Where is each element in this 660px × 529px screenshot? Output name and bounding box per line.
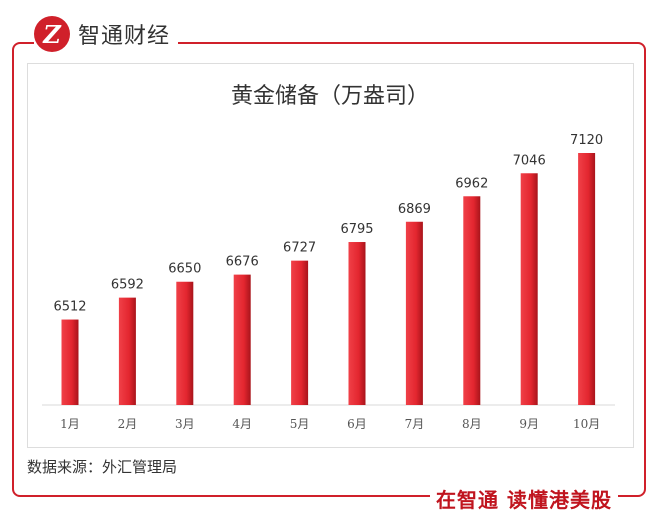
x-tick-label: 4月: [232, 417, 252, 431]
bar: [405, 221, 423, 405]
logo-mark: Z: [43, 19, 61, 49]
data-label: 6512: [53, 300, 86, 315]
data-label: 6592: [111, 278, 144, 293]
data-label: 6676: [226, 255, 259, 270]
x-tick-label: 7月: [405, 417, 425, 431]
x-tick-label: 2月: [118, 417, 138, 431]
bar: [61, 319, 79, 405]
bar: [578, 153, 596, 405]
x-tick-label: 10月: [573, 417, 600, 431]
brand-frame: [12, 42, 646, 497]
x-tick-label: 6月: [347, 417, 367, 431]
slogan: 在智通 读懂港美股: [430, 484, 618, 513]
data-label: 6962: [455, 176, 488, 191]
data-label: 6869: [398, 202, 431, 217]
bar: [291, 260, 309, 405]
data-label: 7120: [570, 133, 603, 148]
data-label: 6727: [283, 241, 316, 256]
data-label: 7046: [513, 153, 546, 168]
bar: [118, 297, 136, 405]
bar: [463, 196, 481, 405]
x-tick-label: 9月: [519, 417, 539, 431]
data-source: 数据来源：外汇管理局: [27, 458, 178, 476]
x-tick-label: 1月: [60, 417, 80, 431]
data-label: 6650: [168, 262, 201, 277]
logo: Z 智通财经: [34, 12, 179, 56]
bar: [233, 274, 251, 405]
x-tick-label: 5月: [290, 417, 310, 431]
data-label: 6795: [340, 222, 373, 237]
bar: [348, 242, 366, 405]
x-tick-label: 3月: [175, 417, 195, 431]
brand-name: 智通财经: [78, 24, 171, 49]
logo-icon: Z: [34, 16, 70, 52]
x-tick-label: 8月: [462, 417, 482, 431]
chart-title: 黄金储备（万盎司）: [230, 84, 429, 109]
bar: [520, 173, 538, 405]
bar: [176, 281, 194, 405]
